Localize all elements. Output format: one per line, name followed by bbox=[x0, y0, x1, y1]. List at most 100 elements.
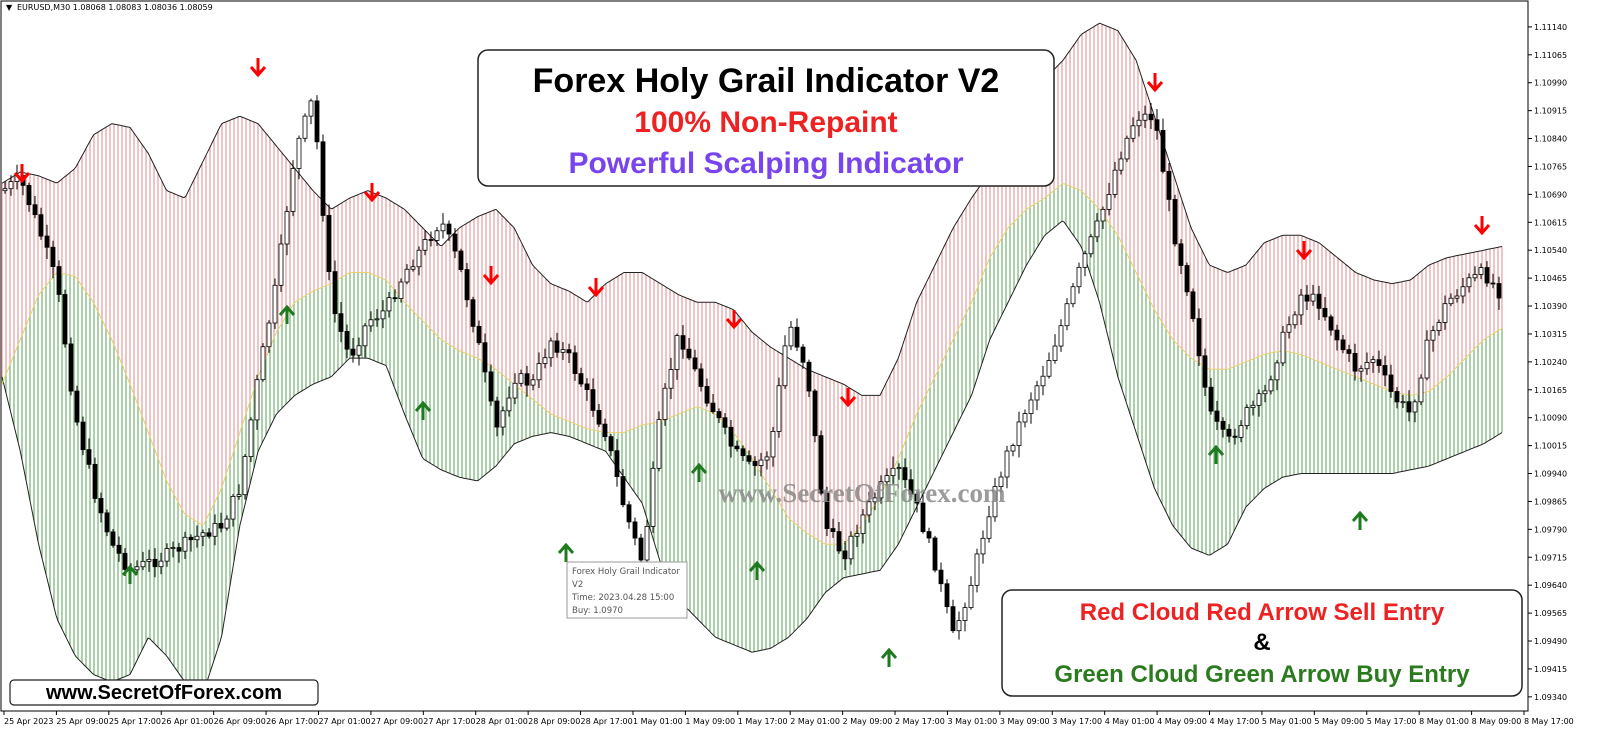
candle-body bbox=[1382, 365, 1388, 376]
candle-body bbox=[812, 390, 818, 437]
candle-body bbox=[506, 397, 512, 412]
candle-body bbox=[446, 223, 452, 235]
candle-body bbox=[182, 536, 188, 552]
candle-body bbox=[242, 456, 248, 496]
candle-body bbox=[1166, 170, 1172, 200]
candle-body bbox=[986, 516, 992, 539]
candle-body bbox=[146, 558, 152, 562]
candle-body bbox=[584, 383, 590, 390]
time-tick-label: 4 May 09:00 bbox=[1157, 717, 1207, 726]
candle-body bbox=[500, 410, 506, 428]
price-tick-label: 1.10915 bbox=[1534, 107, 1567, 116]
time-tick-label: 27 Apr 01:00 bbox=[318, 717, 370, 726]
candle-body bbox=[1286, 324, 1292, 333]
candle-body bbox=[1352, 353, 1358, 372]
candle-body bbox=[782, 345, 788, 387]
candle-body bbox=[872, 497, 878, 503]
candle-body bbox=[1448, 297, 1454, 305]
candle-body bbox=[1088, 236, 1094, 255]
candle-body bbox=[1496, 283, 1502, 299]
price-tick-label: 1.09865 bbox=[1534, 497, 1567, 506]
candle-body bbox=[68, 343, 74, 392]
candle-body bbox=[776, 385, 782, 432]
time-tick-label: 27 Apr 09:00 bbox=[371, 717, 423, 726]
title-scalping: Powerful Scalping Indicator bbox=[568, 147, 963, 180]
time-tick-label: 26 Apr 01:00 bbox=[161, 717, 213, 726]
candle-body bbox=[302, 115, 308, 139]
candle-body bbox=[650, 467, 656, 527]
time-tick-label: 26 Apr 09:00 bbox=[214, 717, 266, 726]
candle-body bbox=[734, 445, 740, 450]
candle-body bbox=[116, 544, 122, 554]
site-badge-frame bbox=[9, 679, 319, 706]
candle-body bbox=[164, 548, 170, 562]
candle-body bbox=[674, 335, 680, 370]
candle-body bbox=[1076, 266, 1082, 288]
candle-body bbox=[1190, 291, 1196, 319]
legend-box: Red Cloud Red Arrow Sell Entry & Green C… bbox=[1001, 589, 1523, 697]
candle-body bbox=[476, 325, 482, 344]
candle-body bbox=[1370, 359, 1376, 363]
candle-body bbox=[1472, 274, 1478, 279]
candle-body bbox=[680, 335, 686, 350]
time-tick-label: 5 May 01:00 bbox=[1262, 717, 1312, 726]
candle-body bbox=[1280, 331, 1286, 364]
price-tick-label: 1.09640 bbox=[1534, 581, 1567, 590]
candle-body bbox=[968, 584, 974, 609]
watermark: www.SecretOfForex.com bbox=[719, 478, 1006, 508]
candle-body bbox=[1196, 318, 1202, 357]
time-tick-label: 1 May 01:00 bbox=[633, 717, 683, 726]
candle-body bbox=[662, 387, 668, 420]
candle-body bbox=[122, 552, 128, 570]
candle-body bbox=[1202, 355, 1208, 388]
candle-body bbox=[368, 319, 374, 327]
sell-arrow-icon bbox=[13, 164, 31, 184]
time-tick-label: 2 May 17:00 bbox=[895, 717, 945, 726]
candle-body bbox=[350, 348, 356, 356]
candle-body bbox=[1412, 401, 1418, 413]
candle-body bbox=[1442, 303, 1448, 323]
time-tick-label: 3 May 01:00 bbox=[947, 717, 997, 726]
candle-body bbox=[470, 299, 476, 327]
price-tick-label: 1.10315 bbox=[1534, 330, 1567, 339]
candle-body bbox=[434, 230, 440, 241]
sell-arrow-icon bbox=[587, 278, 605, 298]
price-tick-label: 1.10015 bbox=[1534, 442, 1567, 451]
candle-body bbox=[788, 326, 794, 347]
candle-body bbox=[614, 450, 620, 477]
buy-arrow-icon bbox=[557, 542, 575, 562]
chart-caret-icon[interactable]: ▼ bbox=[6, 3, 13, 12]
sell-arrow-icon bbox=[1146, 73, 1164, 93]
candle-body bbox=[158, 560, 164, 568]
candle-body bbox=[1016, 421, 1022, 446]
candle-body bbox=[860, 514, 866, 534]
candle-body bbox=[134, 566, 140, 571]
candle-body bbox=[800, 346, 806, 363]
candle-body bbox=[290, 168, 296, 212]
price-tick-label: 1.10390 bbox=[1534, 302, 1567, 311]
candle-body bbox=[878, 481, 884, 499]
candle-body bbox=[632, 521, 638, 539]
candle-body bbox=[236, 494, 242, 497]
buy-arrow-icon bbox=[278, 304, 296, 324]
candle-body bbox=[716, 411, 722, 419]
candle-body bbox=[920, 502, 926, 533]
candle-body bbox=[1130, 125, 1136, 139]
candle-body bbox=[524, 373, 530, 386]
buy-arrow-icon bbox=[690, 462, 708, 482]
candle-body bbox=[1040, 375, 1046, 387]
candle-body bbox=[1028, 399, 1034, 414]
candle-body bbox=[1400, 401, 1406, 404]
candle-body bbox=[902, 467, 908, 481]
candle-body bbox=[710, 402, 716, 412]
candle-body bbox=[428, 239, 434, 241]
candle-body bbox=[254, 379, 260, 421]
candle-body bbox=[590, 389, 596, 411]
candle-body bbox=[1466, 277, 1472, 288]
candle-body bbox=[1292, 314, 1298, 326]
candle-body bbox=[1136, 119, 1142, 127]
candle-body bbox=[1094, 220, 1100, 238]
candle-body bbox=[2, 188, 8, 192]
candle-body bbox=[668, 369, 674, 389]
